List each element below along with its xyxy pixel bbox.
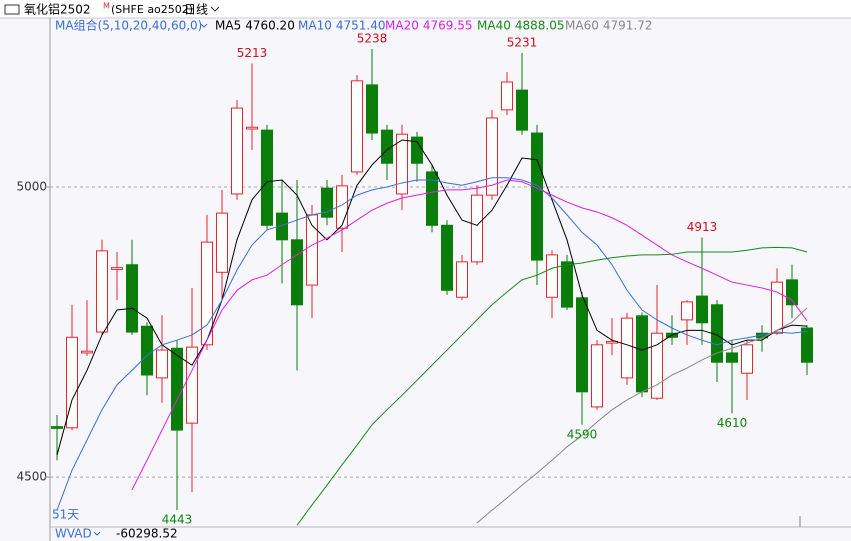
legend-value: 4751.40 bbox=[336, 19, 386, 33]
candle-body bbox=[516, 89, 528, 131]
indicator-value: -60298.52 bbox=[116, 527, 178, 541]
candle-body bbox=[126, 264, 138, 333]
candle-body bbox=[441, 224, 453, 291]
candle-body bbox=[396, 133, 408, 195]
legend-name: MA40 bbox=[477, 19, 511, 33]
candle-body bbox=[741, 344, 753, 374]
legend-name: MA60 bbox=[565, 19, 599, 33]
candle-body bbox=[651, 332, 663, 399]
candle-body bbox=[216, 212, 228, 273]
title-marker: M bbox=[103, 2, 110, 11]
candle-body bbox=[696, 295, 708, 324]
ma-line bbox=[56, 177, 808, 511]
candle-body bbox=[201, 241, 213, 346]
candle-body bbox=[681, 301, 693, 321]
legend-name: MA20 bbox=[385, 19, 419, 33]
legend-value: 4791.72 bbox=[603, 19, 653, 33]
low-label: 4443 bbox=[162, 513, 193, 527]
candle-body bbox=[66, 336, 78, 429]
candle-body bbox=[771, 281, 783, 334]
candle-body bbox=[501, 81, 513, 111]
candle-body bbox=[276, 212, 288, 241]
candle-body bbox=[546, 254, 558, 298]
indicator-chevron[interactable] bbox=[93, 531, 101, 536]
ma-chevron[interactable] bbox=[200, 23, 208, 28]
candle-body bbox=[591, 344, 603, 408]
legend-name: MA5 bbox=[215, 19, 241, 33]
candle-body bbox=[486, 117, 498, 196]
candle-body bbox=[156, 349, 168, 379]
candle-body bbox=[141, 325, 153, 376]
candle-body bbox=[261, 129, 273, 226]
legend-value: 4888.05 bbox=[515, 19, 565, 33]
low-label: 4590 bbox=[567, 427, 598, 441]
high-label: 5231 bbox=[507, 35, 538, 49]
ma-line bbox=[131, 179, 808, 491]
candle-body bbox=[801, 327, 813, 363]
ma-line bbox=[296, 246, 808, 526]
legend-value: 4769.55 bbox=[423, 19, 473, 33]
ma-line bbox=[476, 307, 808, 524]
high-label: 5238 bbox=[357, 31, 388, 45]
candle-body bbox=[576, 297, 588, 393]
period[interactable]: 日线 bbox=[184, 3, 208, 17]
candle-body bbox=[726, 352, 738, 363]
candle-body bbox=[246, 126, 258, 130]
candle-body bbox=[456, 261, 468, 298]
window-icon[interactable] bbox=[4, 4, 20, 15]
low-label: 4610 bbox=[717, 416, 748, 430]
candle-body bbox=[186, 346, 198, 424]
legend-value: 4760.20 bbox=[245, 19, 295, 33]
candle-body bbox=[81, 350, 93, 354]
title: 氧化铝2502 bbox=[24, 2, 91, 17]
y-tick-label: 5000 bbox=[16, 180, 47, 194]
ma-label[interactable]: MA组合(5,10,20,40,60,0) bbox=[55, 18, 202, 33]
y-tick-label: 4500 bbox=[16, 470, 47, 484]
period-chevron[interactable] bbox=[210, 6, 220, 12]
candle-body bbox=[621, 317, 633, 379]
candle-body bbox=[561, 261, 573, 308]
candle-body bbox=[531, 132, 543, 261]
candle-body bbox=[636, 315, 648, 393]
candle-body bbox=[426, 171, 438, 226]
legend-name: MA10 bbox=[298, 19, 332, 33]
high-label: 5213 bbox=[237, 46, 268, 60]
contract-code: (SHFE ao2502) bbox=[111, 3, 193, 16]
candle-body bbox=[471, 194, 483, 263]
candle-body bbox=[111, 267, 123, 270]
candle-body bbox=[381, 129, 393, 164]
ma-line bbox=[56, 139, 808, 456]
high-label: 4913 bbox=[687, 220, 718, 234]
candle-body bbox=[786, 279, 798, 306]
span-label: 51天 bbox=[52, 508, 79, 522]
candle-body bbox=[96, 250, 108, 333]
candle-body bbox=[171, 347, 183, 431]
candle-body bbox=[291, 239, 303, 306]
candle-body bbox=[231, 107, 243, 195]
candle-body bbox=[51, 426, 63, 429]
candle-body bbox=[366, 84, 378, 134]
header-bar bbox=[0, 0, 851, 18]
candle-body bbox=[321, 187, 333, 218]
candle-body bbox=[351, 80, 363, 173]
indicator-name[interactable]: WVAD bbox=[55, 527, 92, 541]
